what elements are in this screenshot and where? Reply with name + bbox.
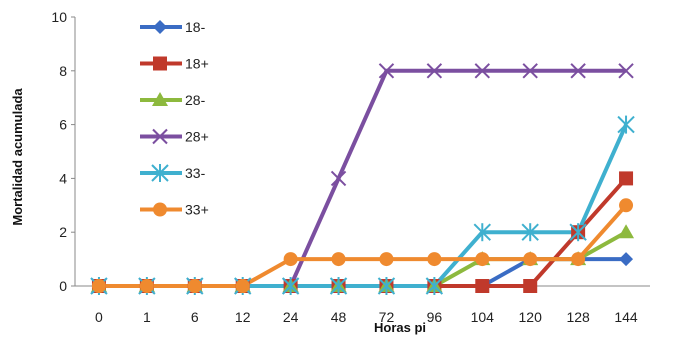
y-tick-label: 10 [51,9,67,25]
data-point-28+ [522,63,538,79]
data-point-33- [377,277,396,295]
legend-item-33+: 33+ [140,202,209,218]
data-point-28+ [330,170,347,187]
data-point-33+ [283,252,298,267]
data-point-28+ [474,63,490,79]
x-tick-label: 104 [471,309,495,325]
x-tick-label: 1 [143,309,151,325]
legend-item-18-: 18- [140,19,206,35]
data-point-18- [619,252,634,267]
data-point-33- [473,223,491,242]
legend: 18- 18+ 28- 28+ 33- 33+ [140,19,209,218]
data-point-33+ [235,279,250,293]
legend-item-33-: 33- [140,164,206,182]
data-point-33+ [523,252,538,267]
series-line-33- [98,123,628,288]
legend-label: 33- [185,165,206,181]
data-point-28+ [378,63,395,79]
data-point-33+ [475,252,490,267]
legend-label: 28- [185,92,206,108]
data-point-33+ [571,252,586,267]
legend-swatch-marker [153,202,167,217]
data-point-28+ [426,63,443,79]
legend-item-18+: 18+ [140,56,209,72]
data-point-33- [521,223,539,242]
series-line-33+ [98,203,628,288]
legend-label: 18+ [185,56,209,72]
data-point-28+ [618,63,634,79]
y-tick-labels: 0 2 4 6 8 10 [51,9,75,294]
x-tick-labels: 0 1 6 12 24 48 72 96 104 120 128 144 [95,309,638,325]
data-point-18+ [523,279,538,293]
data-point-28- [618,224,635,239]
data-point-33+ [427,252,442,267]
data-point-33+ [331,252,346,267]
data-point-33+ [619,198,634,213]
y-tick-label: 4 [59,170,67,186]
series-line-28+ [98,68,627,288]
legend-swatch-marker [153,56,167,71]
legend-label: 28+ [185,129,209,145]
x-tick-label: 144 [614,309,638,325]
legend-item-28+: 28+ [140,129,209,145]
legend-swatch-marker [152,128,168,145]
data-point-33- [617,115,635,134]
legend-swatch-marker [151,164,169,182]
legend-swatch-marker [153,20,167,34]
data-point-33+ [379,252,394,267]
series-line-18- [98,257,627,288]
data-point-33+ [187,279,202,293]
y-tick-label: 2 [59,224,67,240]
data-point-33- [425,277,444,295]
y-axis-title: Mortalidad acumulada [10,88,25,226]
data-point-33+ [91,279,106,293]
y-tick-label: 8 [59,63,67,79]
x-tick-label: 0 [95,309,103,325]
legend-label: 18- [185,19,206,35]
series-markers [90,63,635,295]
x-tick-label: 12 [235,309,251,325]
data-point-18+ [619,171,634,186]
x-axis-title: Horas pi [374,320,426,335]
y-tick-label: 6 [59,117,67,133]
data-point-28+ [570,63,586,79]
x-tick-label: 72 [379,309,395,325]
series-lines [98,68,628,288]
data-point-33- [569,223,587,242]
legend-label: 33+ [185,202,209,218]
x-tick-label: 48 [331,309,347,325]
y-tick-label: 0 [59,278,67,294]
legend-swatch-marker [152,92,168,106]
data-point-33- [329,277,348,295]
data-point-33+ [139,279,154,293]
x-tick-label: 96 [427,309,443,325]
x-tick-label: 128 [566,309,590,325]
x-tick-label: 6 [191,309,199,325]
data-point-18+ [475,279,490,293]
data-point-33- [281,277,300,295]
legend-item-28-: 28- [140,92,206,108]
x-tick-label: 120 [519,309,543,325]
x-tick-label: 24 [283,309,299,325]
